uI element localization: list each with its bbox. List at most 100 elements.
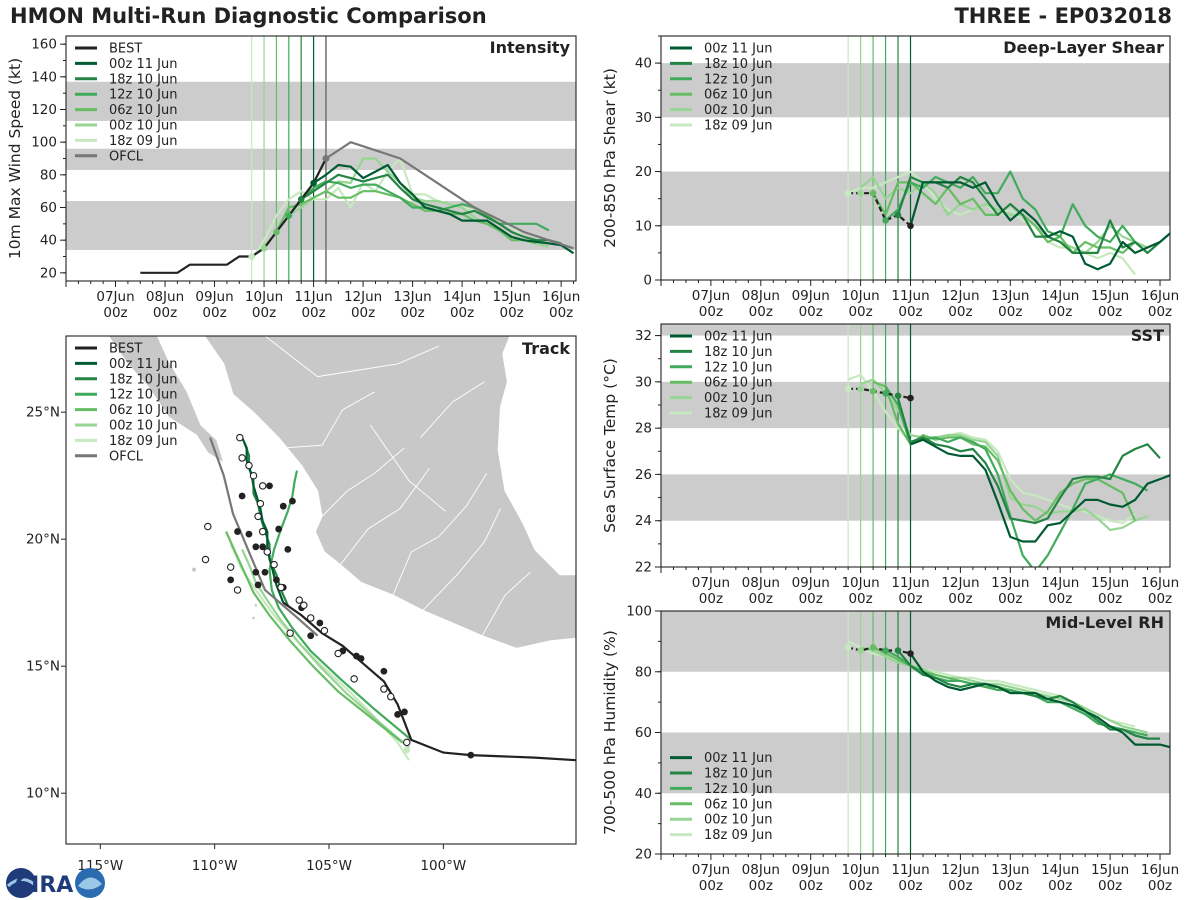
xtick-hour-sst-7: 00z [1048,591,1072,607]
legend-label-track-5: 00z 10 Jun [109,419,178,434]
best-point-intensity-10 [260,245,268,252]
ytick-label-shear-1: 10 [635,218,652,234]
track-marker-hollow-17 [238,454,246,462]
ytick-label-rh-0: 20 [635,847,652,863]
xtick-label-sst-9: 16Jun [1141,575,1179,591]
ytick-label-intensity-4: 100 [31,135,57,151]
xtick-label-shear-1: 08Jun [742,288,780,304]
track-marker-hollow-1 [380,685,388,693]
band-sst-0 [661,474,1170,521]
track-marker-filled-17 [289,497,296,505]
track-marker-filled-18 [279,502,287,510]
xtick-label-shear-3: 10Jun [841,288,879,304]
track-marker-filled-9 [252,543,260,551]
track-ytick-label-3: 25°N [26,405,60,421]
track-marker-hollow-13 [256,499,265,508]
track-ytick-label-1: 15°N [26,659,60,675]
band-intensity-2 [66,81,576,121]
xtick-hour-intensity-0: 00z [103,305,127,321]
ytick-label-intensity-6: 140 [31,69,57,85]
xtick-hour-intensity-2: 00z [202,305,226,321]
ylabel-intensity: 10m Max Wind Speed (kt) [6,58,24,259]
island-socorro [192,567,197,572]
band-sst-1 [661,381,1170,429]
track-marker-filled-8 [261,568,269,576]
legend-label-rh-3: 06z 10 Jun [704,797,773,812]
best-point-shear-4 [894,211,902,219]
xtick-label-sst-2: 09Jun [792,575,830,591]
track-marker-hollow-16 [245,461,253,470]
legend-label-rh-5: 18z 09 Jun [704,828,773,843]
best-point-intensity-13 [297,196,305,203]
band-intensity-1 [66,148,576,170]
panel-rh: 2040608010007Jun00z08Jun00z09Jun00z10Jun… [601,604,1179,895]
xtick-label-sst-3: 10Jun [841,575,879,591]
xtick-hour-rh-0: 00z [699,878,723,894]
track-marker-filled-11 [238,492,246,500]
track-marker-hollow-2 [350,675,358,683]
panel-title-rh: Mid-Level RH [1045,613,1164,632]
xtick-hour-sst-9: 00z [1148,591,1172,607]
xtick-label-sst-7: 14Jun [1041,575,1079,591]
track-ytick-label-0: 10°N [26,786,60,802]
ytick-label-shear-0: 0 [643,273,652,289]
ytick-label-shear-2: 20 [635,164,652,180]
legend-label-track-6: 18z 09 Jun [109,434,178,449]
legend-label-rh-0: 00z 11 Jun [704,751,773,766]
xtick-hour-rh-5: 00z [948,878,972,894]
best-point-sst-4 [894,392,902,400]
track-marker-hollow-18 [236,433,244,442]
track-xtick-label-1: 110°W [192,858,238,874]
best-point-shear-1 [857,189,864,197]
xtick-label-rh-0: 07Jun [692,862,730,878]
legend-label-shear-2: 12z 10 Jun [704,72,773,87]
axes-frame-sst [660,323,1171,568]
best-point-rh-5 [907,650,914,657]
cira-globe-icon [6,868,36,898]
cira-logo-text: CIRA [15,873,73,898]
xtick-hour-intensity-5: 00z [351,305,375,321]
series-line-shear-1 [896,175,1161,254]
legend-label-track-7: OFCL [109,449,144,464]
legend-label-rh-4: 00z 10 Jun [704,813,773,828]
xtick-label-shear-7: 14Jun [1041,288,1079,304]
ytick-label-shear-4: 40 [635,56,652,72]
track-marker-filled-7 [273,576,280,584]
legend-label-intensity-7: OFCL [109,149,144,164]
ytick-label-rh-2: 60 [635,725,652,741]
best-point-sst-5 [907,394,914,402]
xtick-label-rh-7: 14Jun [1041,862,1079,878]
best-marker-0 [467,751,475,759]
best-marker-1 [401,708,408,716]
track-marker-filled-21 [275,525,283,533]
best-point-shear-0 [844,189,852,197]
legend-label-track-4: 06z 10 Jun [109,403,178,418]
legend-label-track-0: BEST [109,342,142,357]
xtick-label-intensity-4: 11Jun [294,289,332,305]
best-point-sst-1 [857,385,864,393]
figure-title: HMON Multi-Run Diagnostic Comparison [10,4,487,28]
state-border-7 [420,381,485,438]
track-xtick-label-2: 105°W [306,858,352,874]
xtick-label-intensity-2: 09Jun [195,289,233,305]
legend-label-sst-3: 06z 10 Jun [704,376,773,391]
track-marker-filled-20 [252,568,260,576]
state-border-5 [481,571,531,636]
series-line-sst-1 [896,397,1161,525]
storm-id: THREE - EP032018 [954,4,1172,28]
series-line-shear-0 [909,181,1170,271]
series-line-intensity-0 [312,163,575,255]
track-start-marker [403,746,411,754]
xtick-hour-shear-4: 00z [898,304,922,320]
ofcl-point-intensity [322,155,330,162]
xtick-label-rh-4: 11Jun [891,862,929,878]
track-marker-filled-16 [284,545,292,553]
panel-sst: 22242628303207Jun00z08Jun00z09Jun00z10Ju… [601,323,1179,607]
xtick-label-rh-5: 12Jun [941,862,979,878]
panel-title-shear: Deep-Layer Shear [1003,38,1164,57]
xtick-hour-intensity-8: 00z [499,305,523,321]
series-line-sst-5 [847,373,1136,525]
xtick-hour-rh-7: 00z [1048,878,1072,894]
legend-label-sst-1: 18z 10 Jun [704,345,773,360]
